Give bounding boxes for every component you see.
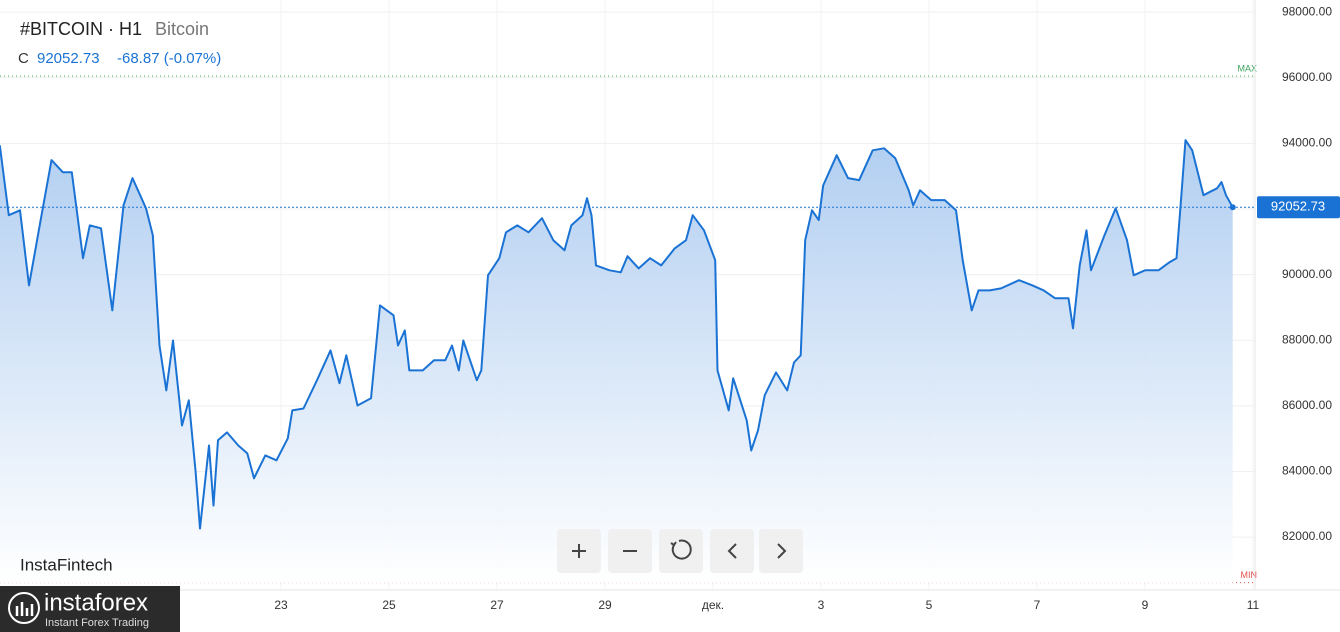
y-tick-label: 98000.00 bbox=[1282, 4, 1332, 18]
x-tick-label: 9 bbox=[1142, 598, 1149, 612]
y-tick-label: 88000.00 bbox=[1282, 332, 1332, 346]
y-tick-label: 90000.00 bbox=[1282, 267, 1332, 281]
x-tick-label: дек. bbox=[702, 598, 724, 612]
last-price-label: 92052.73 bbox=[1271, 199, 1325, 214]
y-tick-label: 96000.00 bbox=[1282, 70, 1332, 84]
right-icon bbox=[777, 543, 787, 559]
x-tick-label: 25 bbox=[382, 598, 396, 612]
x-tick-label: 11 bbox=[1247, 598, 1260, 612]
logo-icon-bars bbox=[15, 602, 34, 616]
x-tick-label: 3 bbox=[818, 598, 825, 612]
reset-icon-arrow bbox=[670, 541, 677, 547]
x-tick-label: 27 bbox=[490, 598, 504, 612]
logo: instaforex Instant Forex Trading bbox=[0, 586, 180, 632]
y-tick-label: 86000.00 bbox=[1282, 398, 1332, 412]
logo-icon bbox=[8, 592, 40, 624]
reset-button[interactable] bbox=[659, 529, 703, 573]
watermark: InstaFintech bbox=[20, 555, 113, 574]
line bbox=[0, 139, 1234, 530]
close-value: 92052.73 bbox=[37, 50, 100, 67]
area bbox=[0, 140, 1233, 583]
x-tick-label: 23 bbox=[274, 598, 288, 612]
y-tick-label: 84000.00 bbox=[1282, 464, 1332, 478]
logo-tagline: Instant Forex Trading bbox=[45, 617, 149, 629]
scroll-right-button[interactable] bbox=[759, 529, 803, 573]
y-tick-label: 82000.00 bbox=[1282, 529, 1332, 543]
instrument-name: Bitcoin bbox=[155, 19, 209, 39]
x-tick-label: 5 bbox=[926, 598, 933, 612]
scroll-left-button[interactable] bbox=[710, 529, 754, 573]
plus-icon bbox=[572, 544, 586, 558]
x-tick-label: 7 bbox=[1034, 598, 1041, 612]
left-icon bbox=[727, 543, 737, 559]
plot: MAX MIN bbox=[0, 63, 1258, 584]
close-label: C bbox=[18, 50, 29, 67]
axes: 82000.00 84000.00 86000.00 88000.00 90000.00… bbox=[274, 4, 1340, 612]
y-tick-label: 94000.00 bbox=[1282, 136, 1332, 150]
change: -68.87 (-0.07%) bbox=[117, 50, 221, 67]
last-price-tag bbox=[1257, 196, 1340, 219]
symbol: #BITCOIN · H1 bbox=[20, 19, 142, 39]
min-line-label: MIN bbox=[1241, 570, 1258, 580]
reset-icon bbox=[671, 539, 692, 560]
x-tick-label: 29 bbox=[598, 598, 612, 612]
max-line-label: MAX bbox=[1237, 63, 1257, 73]
logo-name: instaforex bbox=[44, 589, 148, 616]
zoom-controls bbox=[557, 529, 803, 573]
last-point bbox=[1229, 204, 1236, 211]
